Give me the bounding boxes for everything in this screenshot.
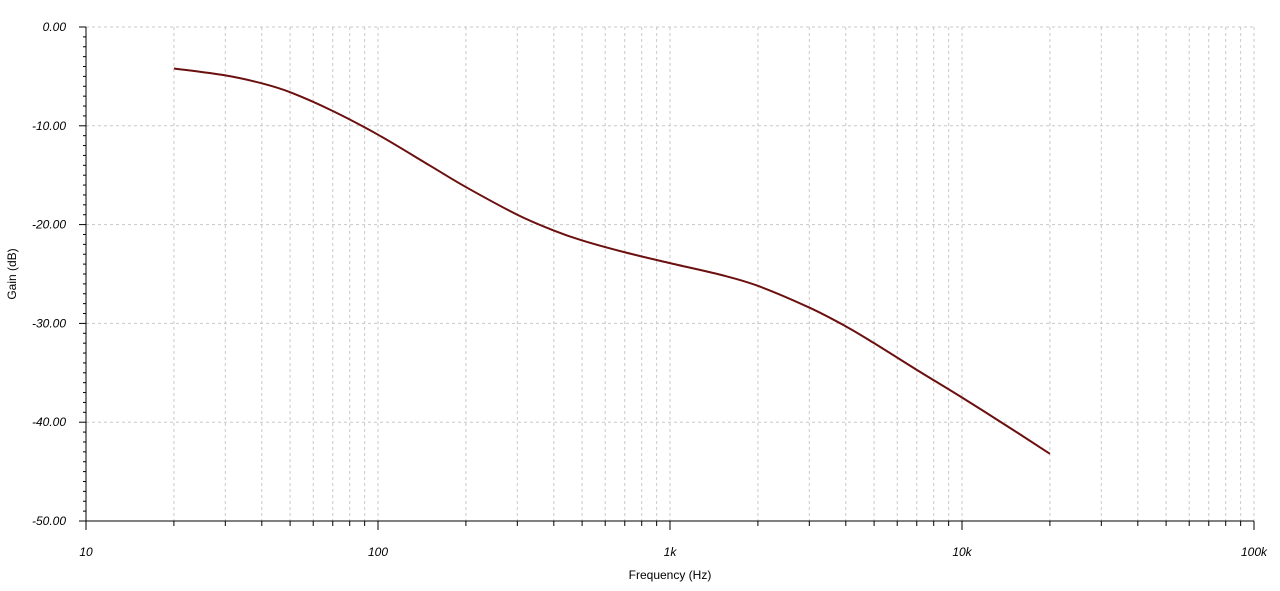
grid	[85, 26, 1255, 522]
tick-labels: 0.00 -10.00 -20.00 -30.00 -40.00 -50.00 10 100 1…	[32, 20, 1268, 559]
tick-marks	[79, 26, 1255, 530]
y-tick-label: -10.00	[32, 119, 66, 133]
y-axis-title: Gain (dB)	[5, 248, 19, 299]
y-tick-label: -50.00	[32, 514, 66, 528]
y-tick-label: -40.00	[32, 415, 66, 429]
y-tick-label: 0.00	[43, 20, 67, 34]
series-line	[173, 67, 1051, 455]
x-tick-label: 1k	[664, 545, 678, 559]
x-tick-label: 10	[79, 545, 93, 559]
y-tick-label: -20.00	[32, 218, 66, 232]
x-tick-label: 100k	[1241, 545, 1268, 559]
x-axis-title: Frequency (Hz)	[629, 568, 712, 582]
x-tick-label: 10k	[952, 545, 972, 559]
y-tick-label: -30.00	[32, 316, 66, 330]
x-tick-label: 100	[368, 545, 388, 559]
